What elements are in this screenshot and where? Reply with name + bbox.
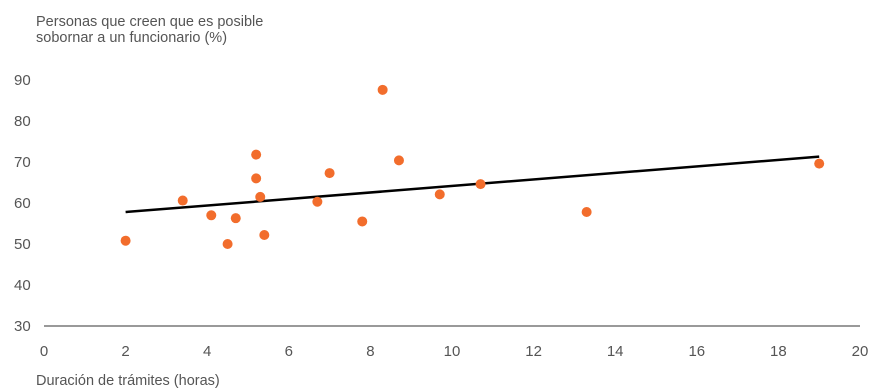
- data-point: [255, 191, 266, 202]
- data-point: [206, 210, 217, 221]
- y-tick-label: 70: [14, 154, 31, 171]
- data-point: [222, 239, 233, 249]
- x-tick-label: 2: [121, 343, 129, 360]
- y-tick-label: 40: [14, 277, 31, 294]
- data-point: [357, 216, 368, 227]
- data-points: [120, 84, 825, 249]
- x-tick-label: 12: [525, 343, 542, 360]
- y-tick-label: 80: [14, 113, 31, 130]
- x-axis-ticks: 0 2 4 6 8 10 12 14 16 18 20: [40, 343, 869, 360]
- data-point: [312, 196, 323, 207]
- y-axis-label: Personas que creen que es posible soborn…: [36, 14, 267, 46]
- x-tick-label: 20: [852, 343, 869, 360]
- x-tick-label: 10: [444, 343, 461, 360]
- data-point: [259, 229, 270, 240]
- trendline: [125, 155, 820, 214]
- y-tick-label: 30: [14, 318, 31, 335]
- y-tick-label: 50: [14, 236, 31, 253]
- y-axis-ticks: 30 40 50 60 70 80 90: [14, 72, 31, 335]
- y-tick-label: 90: [14, 72, 31, 89]
- y-tick-label: 60: [14, 195, 31, 212]
- x-tick-label: 16: [688, 343, 705, 360]
- x-tick-label: 6: [285, 343, 293, 360]
- y-axis-label-line-2: sobornar a un funcionario (%): [36, 30, 227, 46]
- x-tick-label: 8: [366, 343, 374, 360]
- data-point: [814, 158, 825, 169]
- data-point: [324, 168, 335, 179]
- data-point: [251, 173, 262, 184]
- data-point: [581, 207, 592, 218]
- x-tick-label: 0: [40, 343, 48, 360]
- x-tick-label: 4: [203, 343, 211, 360]
- data-point: [120, 235, 131, 246]
- data-point: [377, 84, 388, 95]
- data-point: [393, 155, 404, 166]
- data-point: [230, 213, 241, 224]
- data-point: [251, 149, 262, 160]
- x-axis-label: Duración de trámites (horas): [36, 373, 220, 389]
- x-tick-label: 18: [770, 343, 787, 360]
- data-point: [434, 189, 445, 200]
- data-point: [475, 179, 486, 190]
- y-axis-label-line-1: Personas que creen que es posible: [36, 14, 263, 30]
- x-tick-label: 14: [607, 343, 624, 360]
- data-point: [177, 195, 188, 206]
